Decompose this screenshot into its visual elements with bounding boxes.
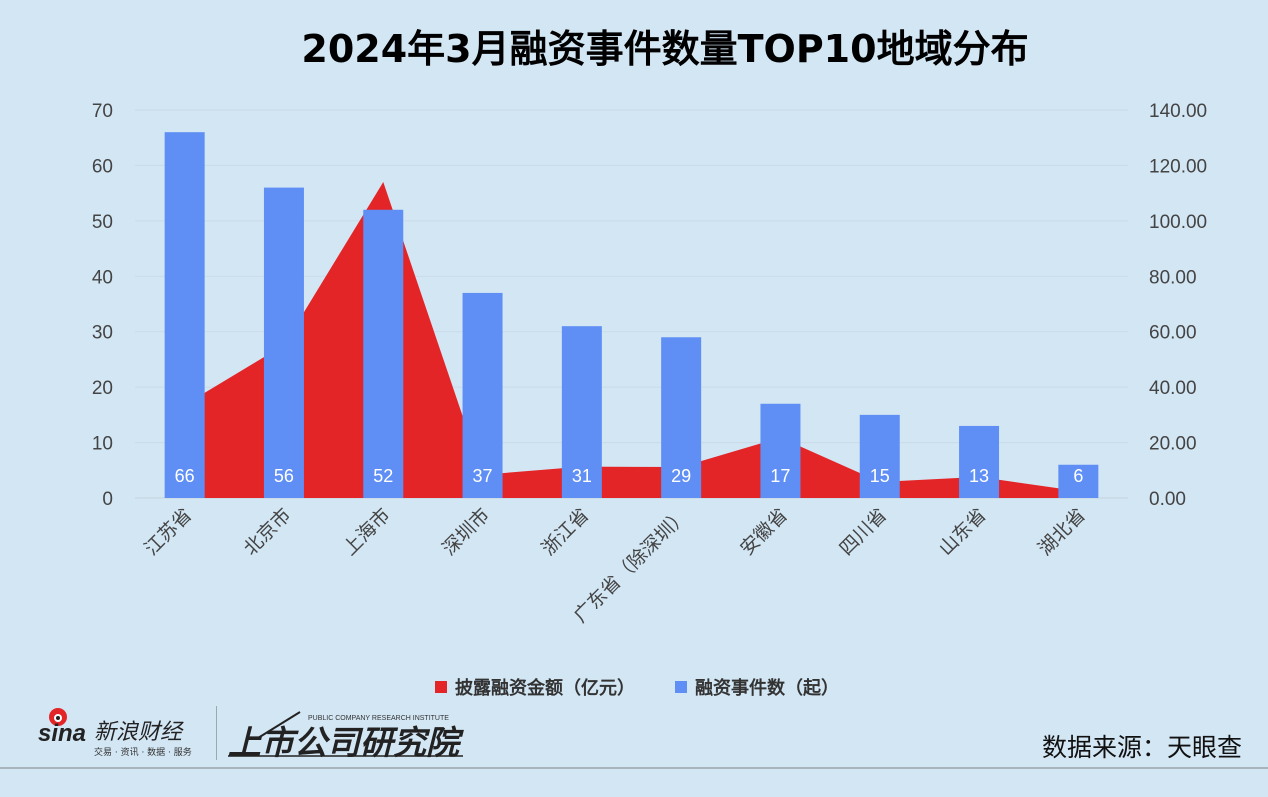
legend: 披露融资金额（亿元） 融资事件数（起）: [435, 674, 839, 700]
left-axis-tick: 50: [92, 212, 113, 233]
bar-data-label: 13: [969, 466, 989, 486]
svg-text:PUBLIC COMPANY RESEARCH INSTIT: PUBLIC COMPANY RESEARCH INSTITUTE: [308, 715, 449, 722]
svg-text:sina: sina: [38, 720, 86, 747]
x-axis-label: 四川省: [835, 504, 891, 560]
legend-swatch-red: [435, 681, 447, 693]
bar: [462, 292, 503, 498]
footer-divider: [0, 767, 1268, 769]
right-axis-tick: 40.00: [1149, 378, 1197, 399]
bar-data-label: 29: [671, 466, 691, 486]
bar-data-label: 6: [1073, 466, 1083, 486]
area-series-amount: [184, 182, 1079, 499]
right-axis-tick: 0.00: [1149, 489, 1186, 510]
left-axis-tick: 20: [92, 378, 113, 399]
bar-data-label: 56: [274, 466, 294, 486]
logo-divider: [216, 706, 217, 760]
legend-label: 披露融资金额（亿元）: [455, 678, 635, 699]
x-axis-label: 安徽省: [736, 504, 792, 560]
x-axis-label: 浙江省: [538, 504, 594, 560]
bar: [859, 414, 900, 498]
svg-text:上市公司研究院: 上市公司研究院: [228, 723, 464, 760]
right-axis-tick: 100.00: [1149, 212, 1207, 233]
x-axis-label: 上海市: [339, 504, 395, 560]
left-axis-tick: 70: [92, 101, 113, 122]
bar: [760, 403, 801, 498]
bar-data-label: 15: [870, 466, 890, 486]
sina-finance-logo: sina 新浪财经 交易 · 资讯 · 数据 · 服务: [38, 708, 192, 758]
right-axis-tick: 140.00: [1149, 101, 1207, 122]
right-axis-tick: 20.00: [1149, 434, 1197, 455]
left-axis-tick: 0: [102, 489, 113, 510]
legend-item-count[interactable]: 融资事件数（起）: [675, 674, 839, 700]
legend-label: 融资事件数（起）: [695, 678, 839, 699]
bar: [561, 326, 602, 498]
left-axis-tick: 30: [92, 323, 113, 344]
x-axis-label: 山东省: [935, 504, 991, 560]
right-axis-tick: 120.00: [1149, 156, 1207, 177]
svg-text:新浪财经: 新浪财经: [94, 720, 184, 745]
bar: [363, 209, 404, 498]
left-axis-tick: 60: [92, 156, 113, 177]
bar: [959, 425, 1000, 498]
bar-data-label: 52: [373, 466, 393, 486]
svg-text:交易 · 资讯 · 数据 · 服务: 交易 · 资讯 · 数据 · 服务: [94, 746, 192, 758]
bar-data-label: 17: [770, 466, 790, 486]
x-axis-label: 湖北省: [1034, 504, 1090, 560]
right-axis-tick: 80.00: [1149, 267, 1197, 288]
combo-chart: 0 10 20 30 40 50 60 70 0.00 20.00 40.00 60.00 80.00 1…: [92, 101, 1207, 627]
bar-data-label: 37: [473, 466, 493, 486]
legend-swatch-blue: [675, 681, 687, 693]
bar-data-label: 31: [572, 466, 592, 486]
legend-item-amount[interactable]: 披露融资金额（亿元）: [435, 674, 635, 700]
x-axis-label: 深圳市: [438, 504, 494, 560]
data-source: 数据来源：天眼查: [1041, 733, 1242, 762]
bar-data-label: 66: [175, 466, 195, 486]
x-axis-label: 北京市: [240, 504, 296, 560]
bar: [1058, 464, 1099, 498]
bar: [661, 337, 702, 498]
chart-title: 2024年3月融资事件数量TOP10地域分布: [301, 27, 1029, 71]
bar: [263, 187, 304, 498]
left-axis-tick: 10: [92, 434, 113, 455]
left-axis-tick: 40: [92, 267, 113, 288]
bar: [164, 132, 205, 498]
right-axis-tick: 60.00: [1149, 323, 1197, 344]
x-axis-label: 江苏省: [140, 504, 196, 560]
institute-logo: PUBLIC COMPANY RESEARCH INSTITUTE 上市公司研究…: [228, 711, 464, 760]
